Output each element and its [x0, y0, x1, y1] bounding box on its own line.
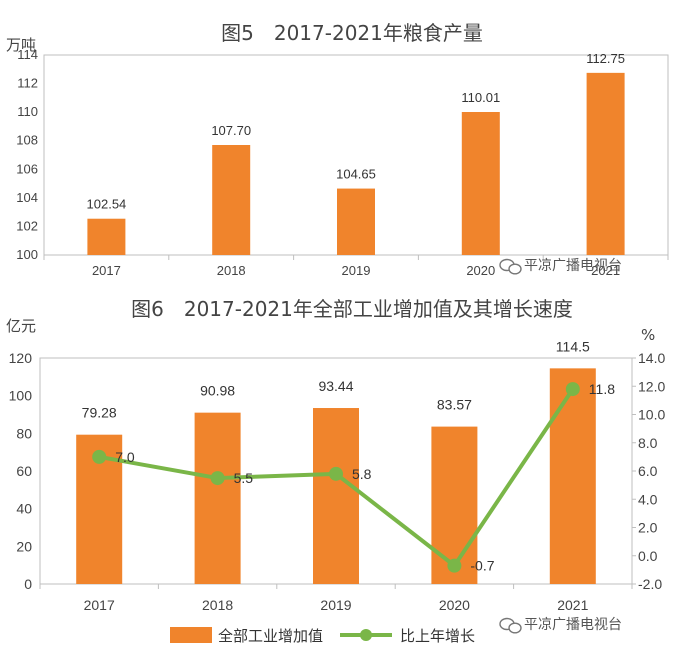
- chart1-value-label: 102.54: [87, 197, 127, 212]
- legend-bar-label: 全部工业增加值: [218, 627, 323, 645]
- chart1-y-unit: 万吨: [6, 36, 36, 54]
- chart2-right-tick: -2.0: [638, 576, 662, 592]
- chart1-title: 图5 2017-2021年粮食产量: [221, 21, 483, 45]
- chart2-right-tick: 10.0: [638, 407, 665, 423]
- chart2-x-tick: 2021: [557, 597, 588, 613]
- chart2-bar-value-label: 114.5: [556, 338, 590, 354]
- chart1-y-tick: 114: [17, 47, 38, 62]
- chart1-value-label: 107.70: [211, 123, 251, 138]
- chart2-growth-point-2018: [210, 471, 225, 486]
- chart1-y-tick: 112: [17, 76, 38, 91]
- chart2-bar-value-label: 83.57: [437, 397, 472, 413]
- legend-line-marker: [360, 629, 372, 641]
- chart1-y-tick: 106: [16, 161, 38, 176]
- wechat-icon: [499, 258, 522, 275]
- wechat-icon: [499, 617, 522, 634]
- chart2-x-tick: 2020: [439, 597, 470, 613]
- watermark-text-bottom: 平凉广播电视台: [524, 617, 622, 633]
- chart2-growth-value-label: 5.8: [352, 466, 372, 482]
- watermark-bottom: 平凉广播电视台: [499, 617, 622, 634]
- chart2-bar-value-label: 93.44: [318, 378, 353, 394]
- chart2-left-tick: 120: [9, 350, 33, 366]
- chart2-bar-2019: [313, 408, 359, 584]
- legend-line-label: 比上年增长: [400, 627, 475, 645]
- chart2-right-tick: 8.0: [638, 435, 658, 451]
- chart2-left-tick: 100: [9, 388, 33, 404]
- chart2-x-tick: 2019: [320, 597, 351, 613]
- chart2-bar-2021: [549, 368, 596, 584]
- chart1-x-tick: 2020: [466, 263, 495, 278]
- industrial-value-chart: 图6 2017-2021年全部工业增加值及其增长速度 亿元 % 0 20 40 60 8…: [6, 297, 665, 645]
- chart2-right-tick: 12.0: [638, 378, 665, 394]
- chart1-bar-2020: [461, 112, 500, 255]
- chart1-bar-2021: [586, 72, 625, 255]
- chart2-growth-value-label: -0.7: [470, 558, 494, 574]
- chart2-right-tick: 0.0: [638, 548, 658, 564]
- chart2-x-tick: 2017: [84, 597, 115, 613]
- chart2-growth-point-2020: [447, 558, 462, 573]
- chart2-title: 图6 2017-2021年全部工业增加值及其增长速度: [131, 297, 573, 321]
- chart1-value-label: 110.01: [461, 90, 500, 105]
- chart1-value-label: 104.65: [336, 167, 376, 182]
- grain-output-chart: 图5 2017-2021年粮食产量 万吨 100 102 104 106 108 110 1…: [6, 21, 669, 278]
- legend-bar-swatch: [170, 627, 212, 643]
- chart1-value-label: 112.75: [586, 51, 625, 66]
- watermark-top: 平凉广播电视台: [499, 258, 622, 275]
- chart2-left-tick: 60: [16, 463, 32, 479]
- chart2-left-tick: 0: [24, 576, 32, 592]
- chart2-right-tick: 14.0: [638, 350, 665, 366]
- chart2-bar-value-label: 90.98: [200, 383, 235, 399]
- chart1-y-tick: 108: [16, 133, 38, 148]
- chart2-bar-2018: [194, 412, 241, 584]
- chart2-legend: 全部工业增加值 比上年增长: [170, 627, 475, 645]
- chart2-left-unit: 亿元: [6, 317, 36, 335]
- chart2-left-tick: 80: [16, 425, 32, 441]
- chart1-x-tick: 2019: [342, 263, 371, 278]
- chart2-left-tick: 20: [16, 538, 32, 554]
- chart1-y-tick: 100: [16, 247, 38, 262]
- chart1-x-tick: 2021: [591, 263, 620, 278]
- chart2-growth-point-2021: [565, 382, 580, 397]
- chart2-x-tick: 2018: [202, 597, 233, 613]
- chart1-bar-2017: [87, 218, 126, 255]
- chart2-right-unit: %: [641, 326, 655, 344]
- chart1-x-tick: 2017: [92, 263, 121, 278]
- chart2-growth-value-label: 7.0: [115, 449, 135, 465]
- chart1-y-tick: 102: [16, 218, 38, 233]
- chart1-bar-2019: [337, 188, 375, 255]
- chart2-growth-point-2017: [92, 449, 107, 464]
- chart2-left-tick: 40: [16, 501, 32, 517]
- chart2-growth-value-label: 5.5: [234, 470, 254, 486]
- chart1-y-tick: 110: [17, 104, 38, 119]
- chart2-right-tick: 4.0: [638, 491, 658, 507]
- chart2-growth-value-label: 11.8: [589, 381, 615, 397]
- chart1-y-tick: 104: [16, 190, 38, 205]
- watermark-text-top: 平凉广播电视台: [524, 258, 622, 274]
- chart2-bar-2020: [431, 426, 478, 584]
- chart2-growth-point-2019: [329, 466, 343, 481]
- chart2-right-tick: 2.0: [638, 520, 658, 536]
- chart2-right-tick: 6.0: [638, 463, 658, 479]
- chart1-bar-2018: [212, 145, 251, 255]
- chart1-x-tick: 2018: [217, 263, 246, 278]
- chart2-bar-value-label: 79.28: [82, 405, 117, 421]
